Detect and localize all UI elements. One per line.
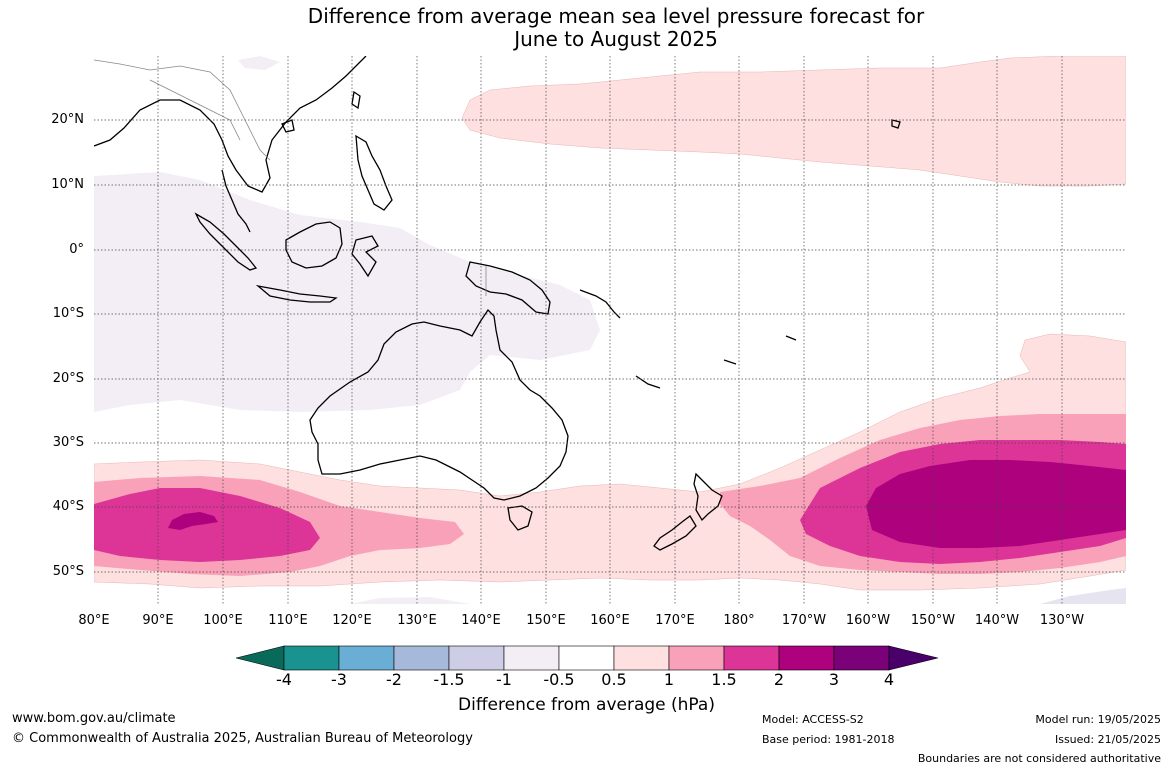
anomaly-region-neg-0.5 xyxy=(94,172,600,412)
website-link[interactable]: www.bom.gov.au/climate xyxy=(12,711,176,726)
taiwan-coastline xyxy=(351,90,361,110)
lat-label-10s: 10°S xyxy=(52,306,84,321)
lat-label-0: 0° xyxy=(69,242,84,257)
colorbar-tick: 1.5 xyxy=(711,670,737,689)
anomaly-region-neg-0.5-north xyxy=(238,56,280,70)
colorbar-swatch xyxy=(283,645,340,671)
lon-label-160e: 160°E xyxy=(590,613,630,628)
colorbar-swatch xyxy=(833,645,890,671)
new-guinea-coastline xyxy=(465,261,551,315)
lat-label-10n: 10°N xyxy=(51,177,84,192)
colorbar-swatch xyxy=(393,645,450,671)
colorbar-swatch xyxy=(448,645,505,671)
colorbar-tick: 2 xyxy=(773,670,785,689)
lon-label-130e: 130°E xyxy=(397,613,437,628)
lat-label-50s: 50°S xyxy=(52,564,84,579)
colorbar-tick: -3 xyxy=(331,670,347,689)
colorbar-swatch xyxy=(613,645,670,671)
base-period: Base period: 1981-2018 xyxy=(762,733,895,746)
issued-date: Issued: 21/05/2025 xyxy=(1054,733,1161,746)
borneo-coastline xyxy=(285,221,343,269)
model-run-date: Model run: 19/05/2025 xyxy=(1035,713,1161,726)
lon-label-140w: 140°W xyxy=(974,613,1020,628)
lon-label-160w: 160°W xyxy=(845,613,891,628)
lon-label-180: 180° xyxy=(723,613,755,628)
colorbar-swatch xyxy=(558,645,615,671)
pacific-islands-coastline xyxy=(579,289,797,389)
lon-label-140e: 140°E xyxy=(461,613,501,628)
new-zealand-north-coastline xyxy=(693,472,723,522)
tasmania-coastline xyxy=(507,505,533,531)
malay-peninsula-coastline xyxy=(221,169,251,233)
graticule xyxy=(94,56,1126,604)
lat-label-40s: 40°S xyxy=(52,499,84,514)
lat-label-20s: 20°S xyxy=(52,371,84,386)
hawaii-coastline xyxy=(891,119,901,129)
anomaly-region-neg-0.5-south xyxy=(1040,588,1126,604)
colorbar-swatch xyxy=(723,645,780,671)
country-borders xyxy=(94,59,487,296)
boundaries-disclaimer: Boundaries are not considered authoritat… xyxy=(917,752,1161,765)
colorbar-tick: -1 xyxy=(496,670,512,689)
map-title-line1: Difference from average mean sea level p… xyxy=(307,4,925,28)
lon-label-150e: 150°E xyxy=(526,613,566,628)
lon-label-110e: 110°E xyxy=(268,613,308,628)
copyright-notice: © Commonwealth of Australia 2025, Austra… xyxy=(12,731,473,746)
anomaly-region-pos-0.5-north xyxy=(461,56,1126,187)
colorbar-tick: -1.5 xyxy=(433,670,465,689)
sulawesi-coastline xyxy=(351,235,379,278)
lon-label-170e: 170°E xyxy=(655,613,695,628)
model-name: Model: ACCESS-S2 xyxy=(762,713,864,726)
lon-label-100e: 100°E xyxy=(203,613,243,628)
lon-label-80e: 80°E xyxy=(78,613,110,628)
colorbar-swatch xyxy=(503,645,560,671)
colorbar-extend-high xyxy=(888,645,939,671)
colorbar-swatch xyxy=(668,645,725,671)
lon-label-130w: 130°W xyxy=(1039,613,1085,628)
colorbar-tick: 1 xyxy=(663,670,675,689)
colorbar-label: Difference from average (hPa) xyxy=(458,695,715,715)
anomaly-region-pos-2 xyxy=(168,512,218,530)
new-zealand-south-coastline xyxy=(653,515,697,551)
colorbar-tick: 4 xyxy=(883,670,895,689)
colorbar-tick: -4 xyxy=(276,670,292,689)
map-title-line2: June to August 2025 xyxy=(514,27,718,51)
lat-label-20n: 20°N xyxy=(51,112,84,127)
lon-label-170w: 170°W xyxy=(781,613,827,628)
colorbar-tick: 3 xyxy=(828,670,840,689)
java-coastline xyxy=(255,284,338,303)
hainan-coastline xyxy=(281,119,295,133)
colorbar-tick: -2 xyxy=(386,670,402,689)
anomaly-region-neg-0.5-south2 xyxy=(350,597,470,604)
anomaly-region-pos-2-east xyxy=(866,460,1126,548)
lon-label-90e: 90°E xyxy=(142,613,174,628)
colorbar-tick: -0.5 xyxy=(543,670,575,689)
colorbar-tick: 0.5 xyxy=(601,670,627,689)
colorbar-swatch xyxy=(338,645,395,671)
pressure-anomaly-map xyxy=(94,56,1126,604)
philippines-coastline xyxy=(355,134,393,211)
lon-label-120e: 120°E xyxy=(332,613,372,628)
asia-coastline xyxy=(94,56,367,193)
sumatra-coastline xyxy=(194,212,258,271)
colorbar-swatch xyxy=(778,645,835,671)
lat-label-30s: 30°S xyxy=(52,435,84,450)
anomaly-region-pos-1.5 xyxy=(94,488,320,562)
australia-coastline xyxy=(309,308,569,501)
lon-label-150w: 150°W xyxy=(910,613,956,628)
colorbar-extend-low xyxy=(235,645,285,671)
coastlines xyxy=(94,56,901,551)
